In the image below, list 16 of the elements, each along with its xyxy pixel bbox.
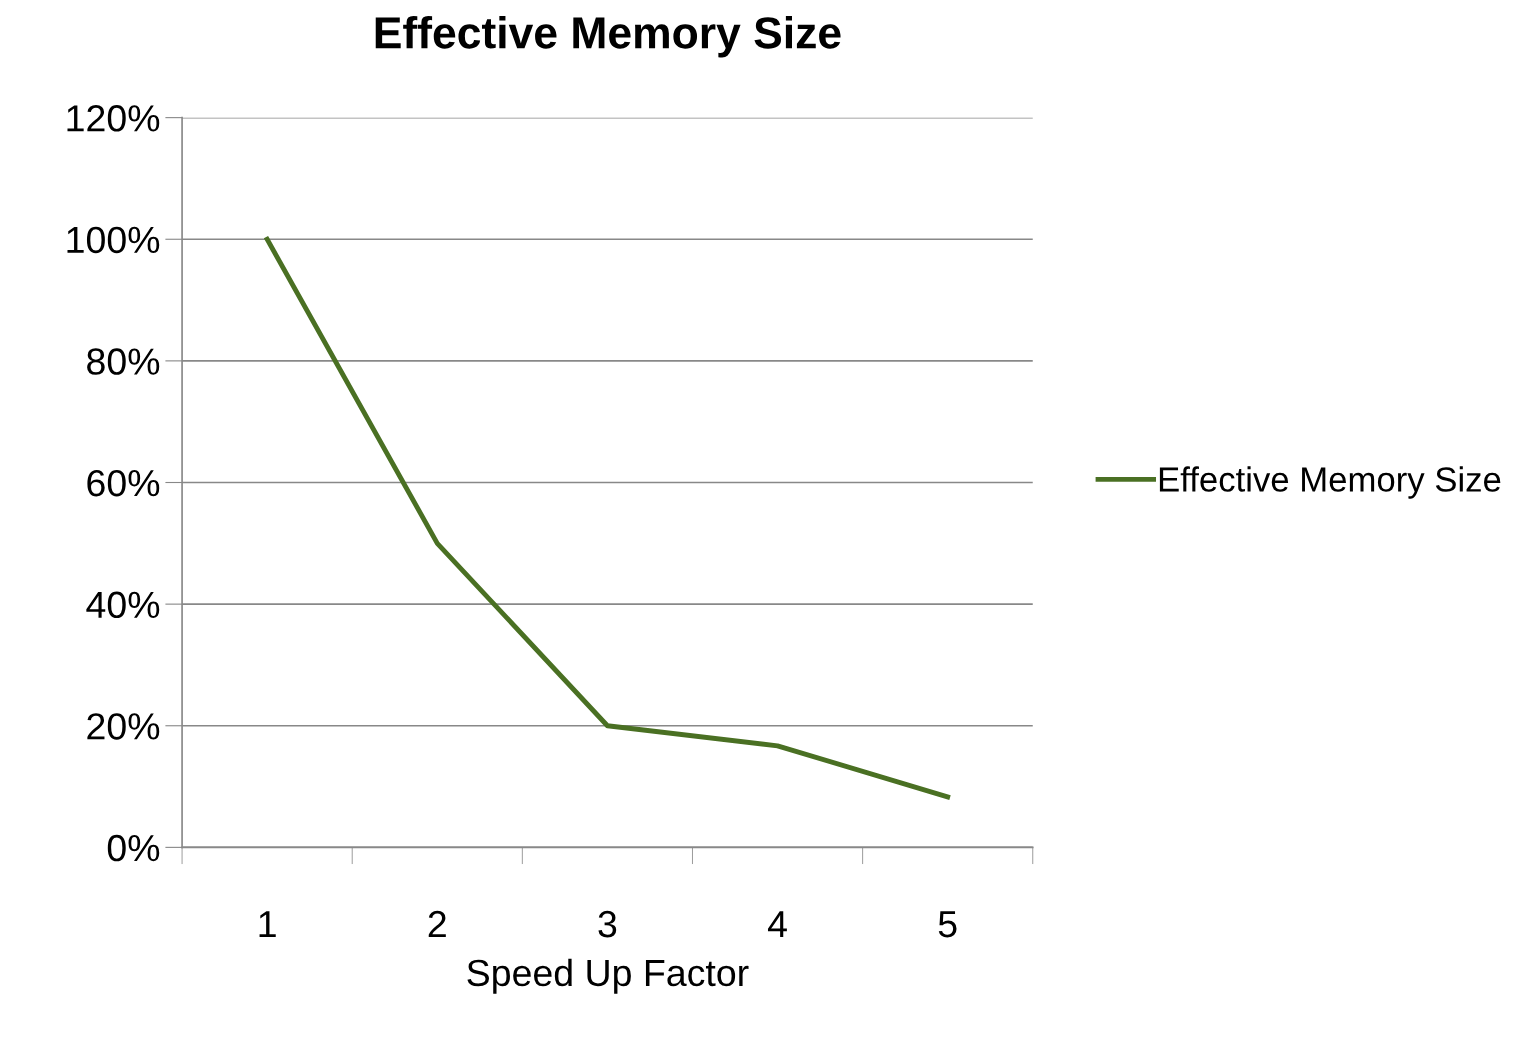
x-tick-label: 1: [259, 911, 276, 938]
x-tick-label: 4: [767, 911, 787, 938]
y-tick-label: 100%: [67, 226, 160, 254]
x-tick-label: 3: [598, 910, 617, 938]
chart-title: Effective Memory Size: [375, 15, 841, 58]
x-axis-title: Speed Up Factor: [467, 958, 749, 994]
y-tick-label: 80%: [87, 348, 160, 375]
legend-label: Effective Memory Size: [1159, 466, 1501, 499]
y-tick-label: 60%: [87, 469, 160, 497]
y-tick-label: 120%: [67, 105, 160, 132]
y-tick-label: 0%: [107, 834, 160, 862]
y-tick-label: 20%: [87, 713, 160, 740]
x-tick-label: 5: [938, 911, 957, 938]
y-tick-label: 40%: [86, 591, 160, 619]
x-tick-label: 2: [428, 910, 446, 938]
line-series: [264, 236, 951, 800]
